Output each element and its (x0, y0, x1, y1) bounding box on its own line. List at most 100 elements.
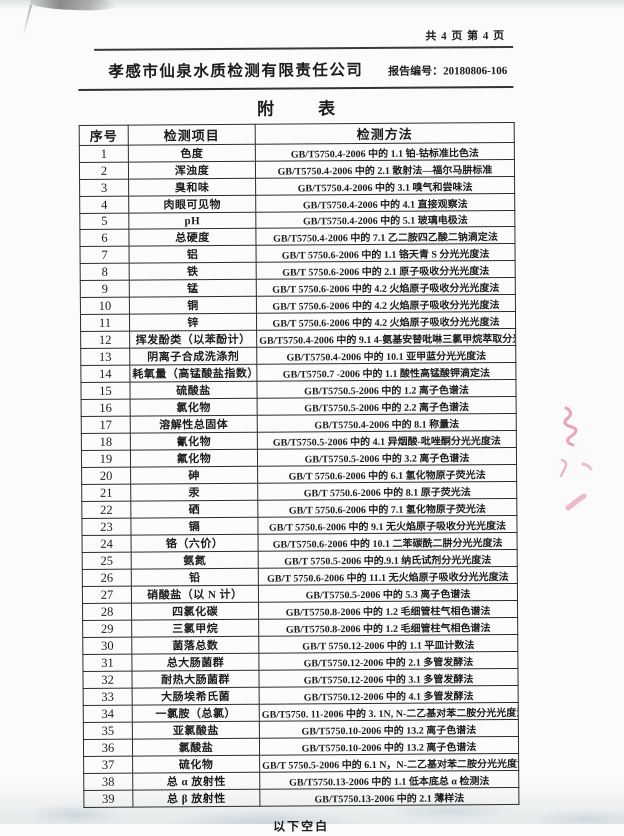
row-index-cell: 3 (79, 179, 129, 197)
method-cell: GB/T 5750.5-2006 中的.9.1 纳氏试剂分光光度法 (258, 549, 518, 569)
item-name-cell: 镉 (130, 517, 259, 536)
item-name-cell: 铅 (131, 568, 259, 587)
method-cell: GB/T5750.4-2006 中的 4.1 直接观察法 (255, 193, 515, 213)
row-index-cell: 37 (83, 756, 133, 774)
method-cell: GB/T 5750.6-2006 中的 4.2 火焰原子吸收分光光度法 (256, 311, 516, 331)
row-index-cell: 33 (83, 688, 133, 706)
row-index-cell: 36 (83, 739, 133, 757)
method-cell: GB/T5750.4-2006 中的 10.1 亚甲蓝分光光度法 (256, 345, 516, 365)
header-row: 孝感市仙泉水质检测有限责任公司 报告编号：20180806-106 (78, 57, 513, 82)
report-number: 报告编号：20180806-106 (388, 65, 508, 78)
method-cell: GB/T5750.5-2006 中的 1.2 离子色谱法 (256, 379, 517, 399)
item-name-cell: 铜 (129, 296, 257, 315)
item-name-cell: 挥发酚类（以苯酚计） (129, 330, 257, 349)
method-cell: GB/T 5750.6-2006 中的 1.1 铬天青 S 分光光度法 (256, 243, 516, 263)
method-cell: GB/T5750.12-2006 中的 2.1 多管发酵法 (258, 651, 518, 671)
method-cell: GB/T5750.8-2006 中的 1.2 毛细管柱气相色谱法 (258, 600, 518, 620)
row-index-cell: 5 (79, 213, 129, 230)
method-cell: GB/T5750.4-2006 中的 5.1 玻璃电极法 (255, 210, 515, 229)
row-index-cell: 6 (79, 229, 130, 247)
item-name-cell: 一氯胺（总氯） (132, 704, 260, 723)
row-index-cell: 18 (81, 433, 131, 451)
footer-note: 以下空白 (273, 819, 330, 834)
row-index-cell: 1 (79, 145, 129, 163)
appendix-title: 附 表 (256, 99, 336, 119)
method-cell: GB/T 5750.6-2006 中的 4.2 火焰原子吸收分光光度法 (256, 277, 516, 297)
item-name-cell: 氯酸盐 (132, 738, 260, 757)
method-cell: GB/T5750.12-2006 中的 4.1 多管发酵法 (259, 685, 519, 705)
item-name-cell: pH (128, 212, 256, 230)
method-cell: GB/T5750.12-2006 中的 3.1 多管发酵法 (258, 668, 519, 688)
method-cell: GB/T5750.5-2006 中的 5.3 离子色谱法 (258, 583, 518, 603)
method-cell: GB/T 5750.6-2006 中的 9.1 无火焰原子吸收分光光度法 (257, 515, 518, 535)
row-index-cell: 30 (82, 637, 132, 655)
method-cell: GB/T5750.5-2006 中的 4.1 异烟酸-吡唑酮分光光度法 (257, 430, 517, 450)
table-body: 1 色度 GB/T5750.4-2006 中的 1.1 铂-钴标准比色法 2 浑浊度 GB… (79, 142, 519, 808)
table-row: 39 总 β 放射性 GB/T5750.13-2006 中的 2.1 薄样法 (83, 787, 519, 808)
method-cell: GB/T 5750.6-2006 中的 8.1 原子荧光法 (257, 481, 517, 501)
item-name-cell: 锌 (129, 313, 257, 332)
header-rule-top (94, 45, 514, 51)
row-index-cell: 16 (81, 399, 131, 417)
row-index-cell: 14 (80, 365, 130, 383)
method-cell: GB/T5750.8-2006 中的 1.2 毛细管柱气相色谱法 (258, 617, 518, 637)
item-name-cell: 臭和味 (128, 178, 256, 197)
scan-bottom-shadow (0, 780, 624, 824)
item-name-cell: 总硬度 (128, 228, 257, 247)
method-cell: GB/T5750.10-2006 中的 13.2 离子色谱法 (259, 719, 519, 739)
method-cell: GB/T 5750.6-2006 中的 6.1 氢化物原子荧光法 (257, 464, 517, 484)
row-index-cell: 22 (81, 501, 131, 519)
method-cell: GB/T5750.4-2006 中的 2.1 散射法—福尔马肼标准 (255, 159, 515, 179)
method-cell: GB/T 5750.6-2006 中的 11.1 无火焰原子吸收分光光度法 (258, 566, 518, 586)
red-stamp-fragment (559, 406, 593, 511)
row-index-cell: 9 (80, 280, 130, 298)
method-cell: GB/T5750.4-2006 中的 8.1 称量法 (257, 413, 517, 433)
row-index-cell: 17 (81, 416, 131, 434)
row-index-cell: 11 (80, 314, 130, 332)
row-index-cell: 25 (82, 552, 132, 570)
method-cell: GB/T5750.5-2006 中的 3.2 离子色谱法 (257, 447, 517, 467)
method-cell: GB/T5750.5-2006 中的 2.2 离子色谱法 (257, 396, 517, 416)
row-index-cell: 21 (81, 484, 131, 502)
item-name-cell: 锰 (129, 279, 257, 298)
method-cell: GB/T 5750.6-2006 中的 2.1 原子吸收分光光度法 (256, 260, 516, 280)
method-cell: GB/T5750.6-2006 中的 10.1 二苯碳酰二肼分光光度法 (258, 532, 518, 552)
item-name-cell: 硫化物 (132, 755, 260, 774)
method-cell: GB/T5750.13-2006 中的 1.1 低本底总 α 检测法 (259, 770, 519, 790)
scan-corner-smudge (29, 0, 117, 12)
method-cell: GB/T5750.4-2006 中的 9.1 4-氨基安替吡啉三氯甲烷萃取分光光… (256, 328, 516, 348)
item-name-cell: 硝酸盐（以 N 计） (131, 585, 259, 604)
method-cell: GB/T5750.4-2006 中的 7.1 乙二胺四乙酸二钠滴定法 (255, 226, 516, 246)
row-index-cell: 24 (82, 535, 132, 553)
method-cell: GB/T5750.13-2006 中的 2.1 薄样法 (259, 787, 519, 807)
row-index-cell: 10 (80, 297, 130, 315)
method-cell: GB/T 5750.12-2006 中的 1.1 平皿计数法 (258, 634, 518, 654)
row-index-cell: 38 (83, 773, 133, 791)
row-index-cell: 31 (82, 654, 132, 672)
item-name-cell: 耐热大肠菌群 (131, 670, 260, 689)
method-cell: GB/T5750.4-2006 中的 3.1 嗅气和尝味法 (255, 176, 515, 196)
item-name-cell: 色度 (128, 144, 256, 163)
row-index-cell: 35 (83, 722, 133, 740)
scan-paper-edge (21, 4, 33, 38)
row-index-cell: 8 (80, 263, 130, 281)
item-name-cell: 菌落总数 (131, 636, 259, 655)
item-name-cell: 浑浊度 (128, 161, 256, 180)
scan-top-shadow (0, 0, 624, 9)
method-cell: GB/T5750.4-2006 中的 1.1 铂-钴标准比色法 (255, 142, 515, 162)
row-index-cell: 2 (79, 162, 129, 180)
page-number: 共 4 页 第 4 页 (425, 30, 506, 43)
row-index-cell: 29 (82, 620, 132, 638)
item-name-cell: 铁 (129, 262, 257, 281)
header-rule-bottom (78, 85, 514, 91)
test-methods-table: 序号 检测项目 检测方法 1 色度 GB/T5750.4-2006 中的 1.1 铂… (79, 122, 520, 808)
header-cell-method: 检测方法 (255, 122, 515, 145)
item-name-cell: 总 α 放射性 (132, 772, 260, 791)
item-name-cell: 氰化物 (130, 432, 258, 451)
report-page: 共 4 页 第 4 页 孝感市仙泉水质检测有限责任公司 报告编号：2018080… (78, 27, 519, 836)
item-name-cell: 三氯甲烷 (131, 619, 259, 638)
row-index-cell: 39 (83, 790, 133, 808)
item-name-cell: 肉眼可见物 (128, 195, 256, 214)
method-cell: GB/T 5750.6-2006 中的 7.1 氢化物原子荧光法 (257, 498, 517, 518)
row-index-cell: 13 (80, 348, 130, 366)
